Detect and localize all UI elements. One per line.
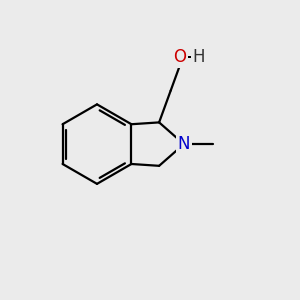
Text: O: O: [173, 48, 186, 66]
Text: N: N: [178, 135, 190, 153]
Text: H: H: [192, 48, 205, 66]
